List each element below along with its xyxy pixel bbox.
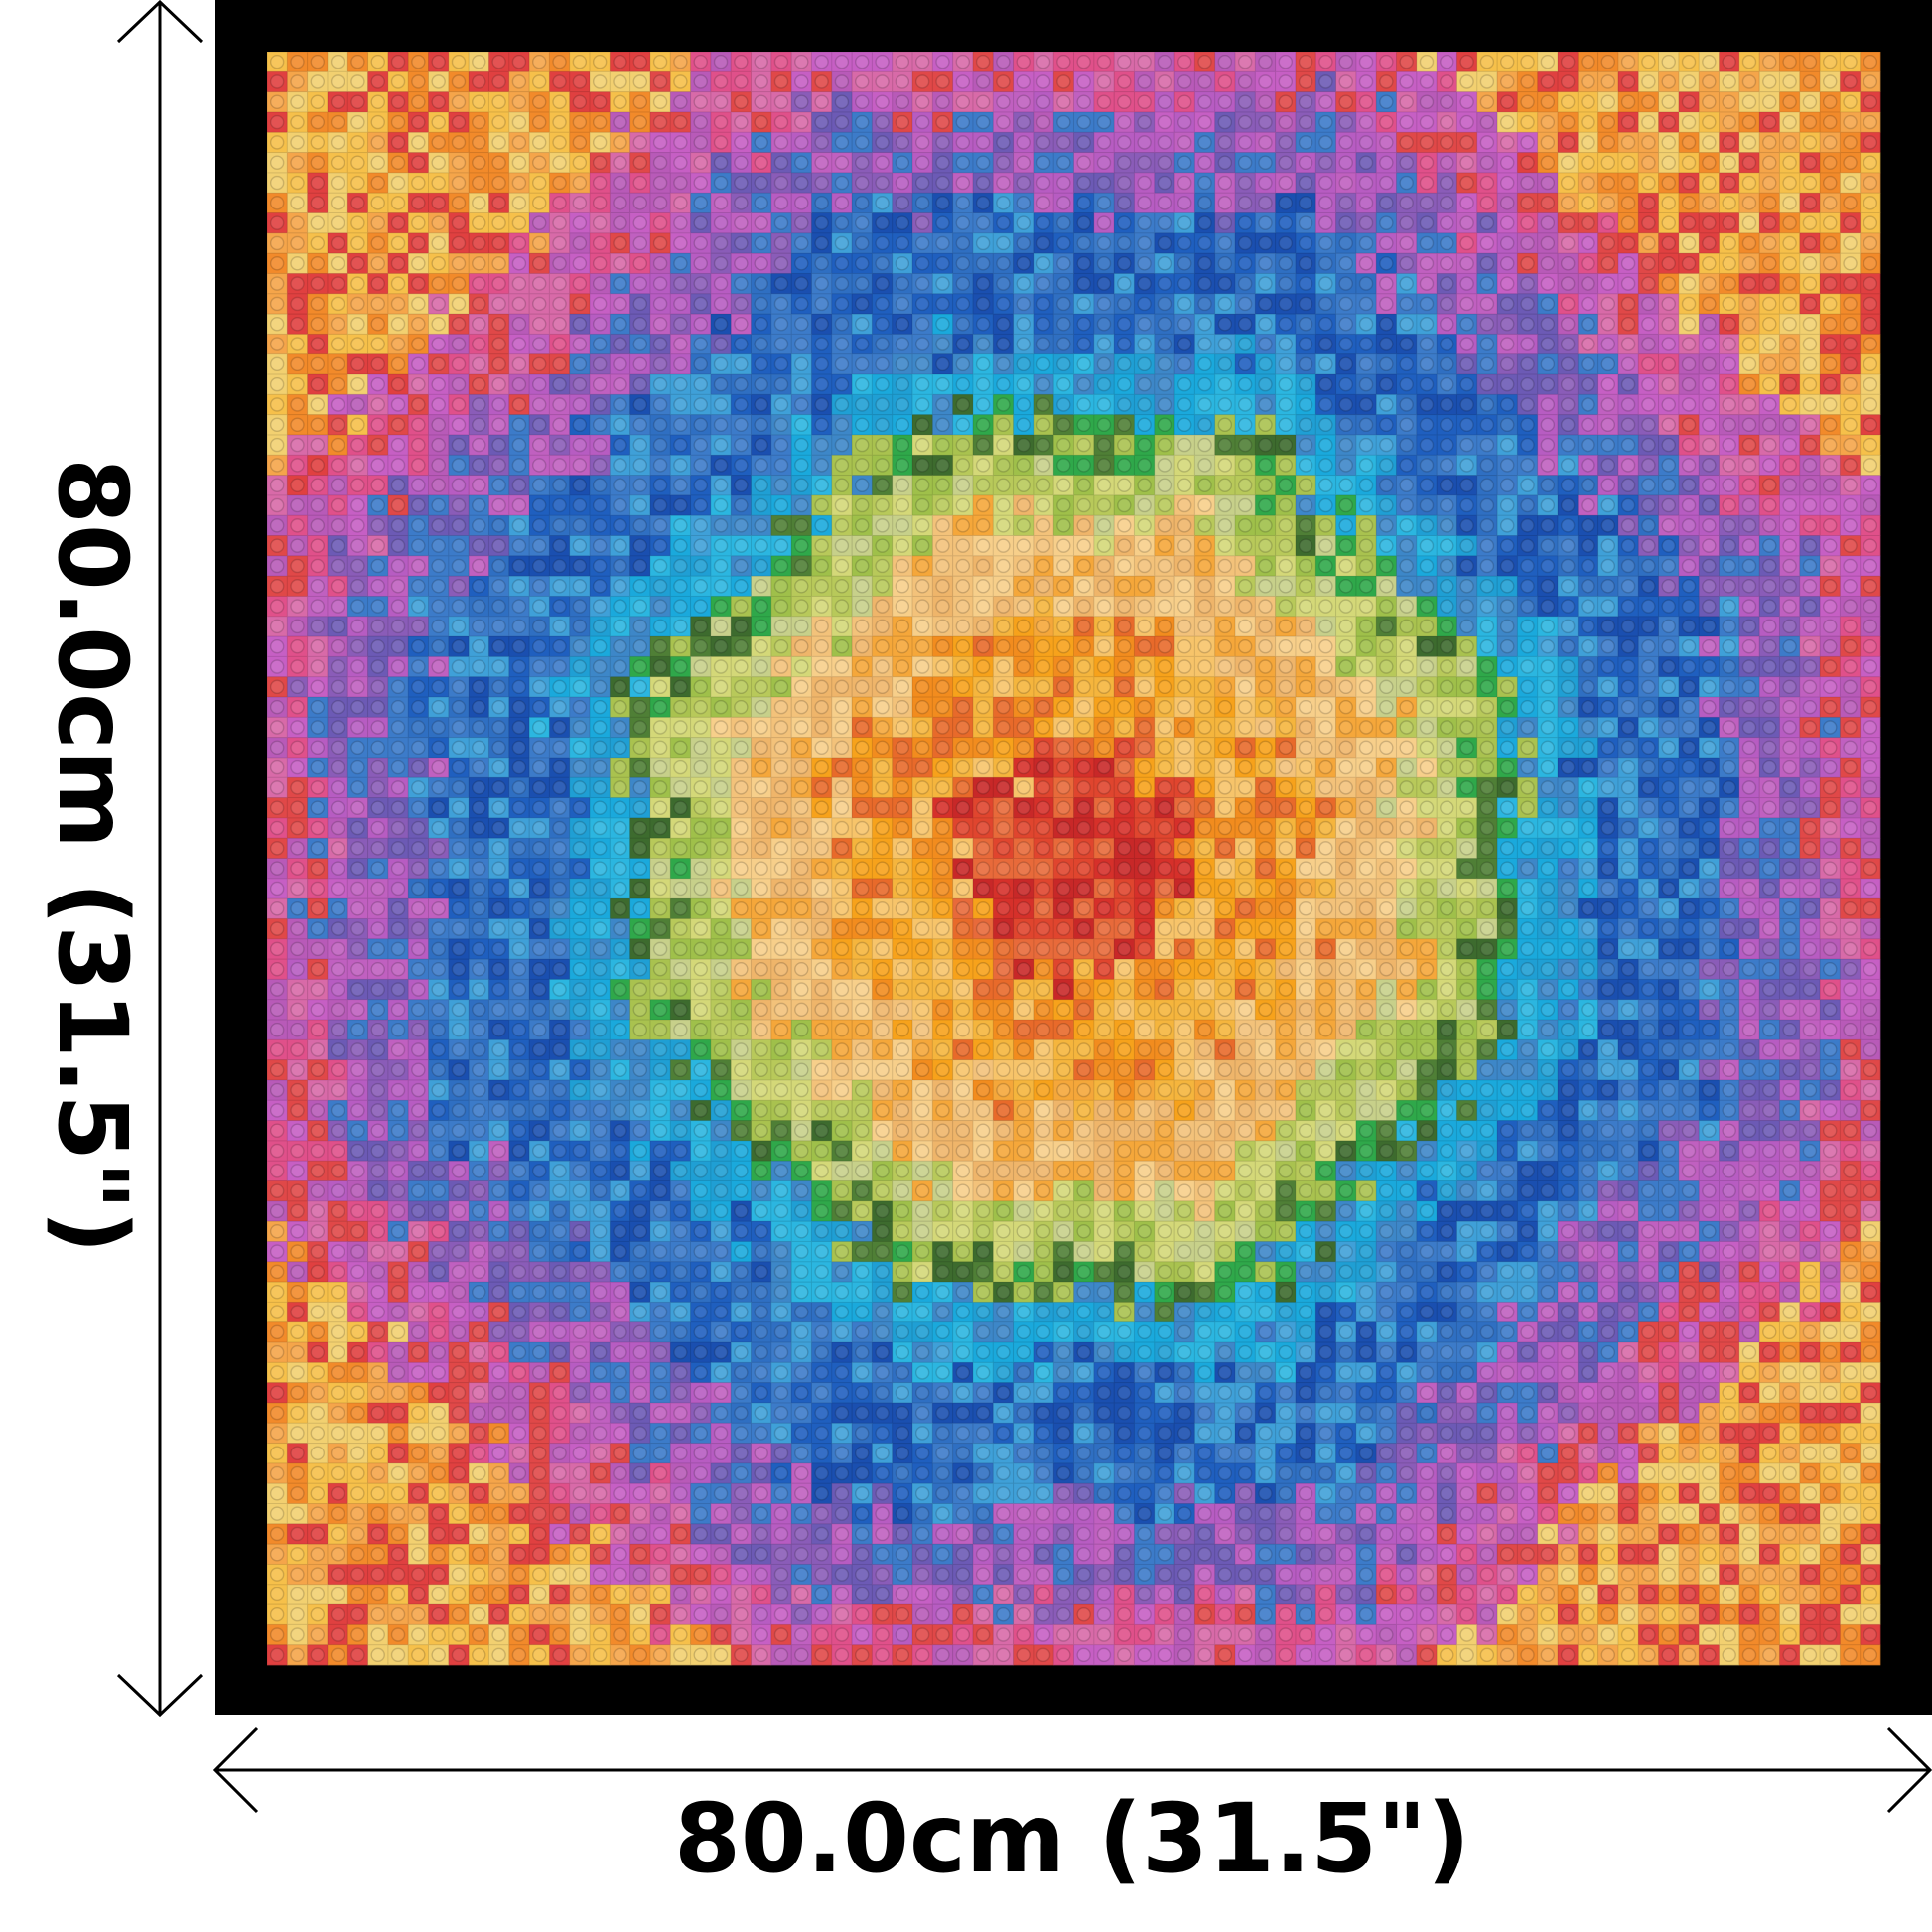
product-image: 80.0cm (31.5") 80.0cm (31.5") xyxy=(37,0,1932,1894)
